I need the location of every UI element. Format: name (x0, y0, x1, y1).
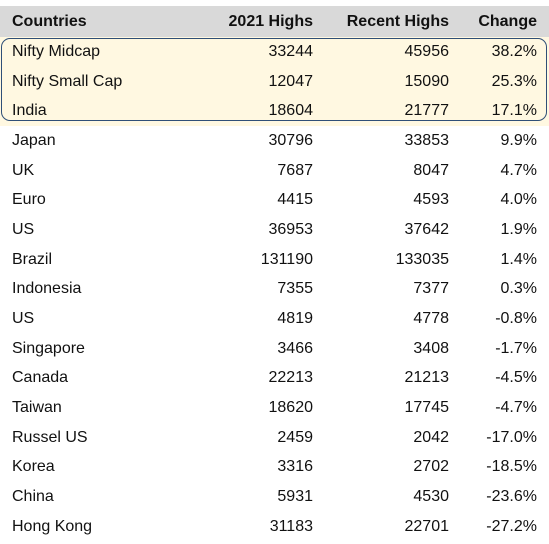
country-cell: China (12, 488, 54, 506)
highs-2021-cell: 4415 (277, 191, 313, 209)
table-row: Nifty Small Cap 12047 15090 25.3% (0, 66, 549, 97)
country-cell: US (12, 310, 35, 328)
recent-highs-cell: 33853 (404, 131, 450, 149)
highs-2021-cell: 2459 (277, 428, 313, 446)
change-cell: -23.6% (486, 488, 537, 506)
recent-highs-cell: 17745 (404, 399, 450, 417)
change-cell: -1.7% (495, 339, 537, 357)
country-cell: Canada (12, 369, 69, 387)
table-row: Indonesia 7355 7377 0.3% (0, 275, 549, 305)
recent-highs-cell: 4778 (413, 310, 449, 328)
recent-highs-cell: 7377 (413, 280, 449, 298)
recent-highs-cell: 2042 (413, 428, 449, 446)
country-cell: Singapore (12, 339, 85, 357)
table-row: Russel US 2459 2042 -17.0% (0, 423, 549, 453)
highs-2021-cell: 18620 (268, 399, 314, 417)
column-header-change: Change (478, 12, 537, 30)
recent-highs-cell: 3408 (413, 339, 449, 357)
recent-highs-cell: 37642 (404, 220, 450, 238)
column-header-recent-highs: Recent Highs (346, 12, 449, 30)
table-row: Japan 30796 33853 9.9% (0, 126, 549, 156)
change-cell: 9.9% (500, 131, 537, 149)
change-cell: 38.2% (491, 42, 537, 60)
country-cell: UK (12, 161, 35, 179)
highs-2021-cell: 3316 (277, 458, 313, 476)
table-row: China 5931 4530 -23.6% (0, 482, 549, 512)
change-cell: -27.2% (486, 517, 537, 535)
table-row: Korea 3316 2702 -18.5% (0, 453, 549, 483)
country-cell: Brazil (12, 250, 53, 268)
table-header-row: Countries 2021 Highs Recent Highs Change (0, 6, 549, 37)
table-row: Nifty Midcap 33244 45956 38.2% (0, 37, 549, 67)
country-cell: US (12, 220, 35, 238)
country-cell: Russel US (12, 428, 88, 446)
country-cell: Nifty Midcap (12, 42, 101, 60)
recent-highs-cell: 15090 (404, 72, 450, 90)
table-row: Euro 4415 4593 4.0% (0, 185, 549, 215)
country-cell: Taiwan (12, 399, 62, 417)
highs-2021-cell: 5931 (277, 488, 313, 506)
highs-2021-cell: 4819 (277, 310, 313, 328)
recent-highs-cell: 21213 (404, 369, 450, 387)
country-cell: Korea (12, 458, 55, 476)
highs-2021-cell: 30796 (268, 131, 314, 149)
recent-highs-cell: 2702 (413, 458, 449, 476)
highs-2021-cell: 18604 (268, 102, 314, 120)
country-cell: Euro (12, 191, 46, 209)
country-cell: Hong Kong (12, 517, 93, 535)
column-header-countries: Countries (12, 12, 87, 30)
change-cell: -4.5% (495, 369, 537, 387)
highs-2021-cell: 12047 (268, 72, 314, 90)
change-cell: 4.0% (500, 191, 537, 209)
table-row: Brazil 131190 133035 1.4% (0, 245, 549, 275)
recent-highs-cell: 4593 (413, 191, 449, 209)
highs-2021-cell: 7687 (277, 161, 313, 179)
recent-highs-cell: 45956 (404, 42, 450, 60)
country-cell: Nifty Small Cap (12, 72, 123, 90)
recent-highs-cell: 22701 (404, 517, 450, 535)
change-cell: 1.4% (500, 250, 537, 268)
table-row: US 36953 37642 1.9% (0, 215, 549, 245)
highs-2021-cell: 131190 (260, 250, 313, 268)
highs-2021-cell: 22213 (268, 369, 314, 387)
recent-highs-cell: 133035 (395, 250, 449, 268)
column-header-2021-highs: 2021 Highs (228, 12, 313, 30)
change-cell: -0.8% (495, 310, 537, 328)
highs-2021-cell: 31183 (269, 517, 313, 535)
recent-highs-cell: 21777 (404, 102, 450, 120)
change-cell: 1.9% (500, 220, 537, 238)
change-cell: -4.7% (495, 399, 537, 417)
country-cell: India (12, 102, 47, 120)
change-cell: -18.5% (486, 458, 537, 476)
change-cell: 0.3% (500, 280, 537, 298)
highs-2021-cell: 36953 (268, 220, 314, 238)
change-cell: 17.1% (491, 102, 537, 120)
highs-2021-cell: 7355 (277, 280, 313, 298)
change-cell: -17.0% (486, 428, 537, 446)
table-body: Nifty Midcap 33244 45956 38.2% Nifty Small C… (0, 37, 549, 542)
table-row: Taiwan 18620 17745 -4.7% (0, 393, 549, 423)
recent-highs-cell: 8047 (413, 161, 449, 179)
recent-highs-cell: 4530 (413, 488, 449, 506)
highs-table: Countries 2021 Highs Recent Highs Change… (0, 6, 549, 542)
table-row: US 4819 4778 -0.8% (0, 304, 549, 334)
table-row: Singapore 3466 3408 -1.7% (0, 334, 549, 364)
change-cell: 25.3% (491, 72, 537, 90)
change-cell: 4.7% (500, 161, 537, 179)
country-cell: Indonesia (12, 280, 82, 298)
country-cell: Japan (12, 131, 56, 149)
highs-2021-cell: 33244 (268, 42, 314, 60)
highs-2021-cell: 3466 (277, 339, 313, 357)
table-row: India 18604 21777 17.1% (0, 96, 549, 127)
table-row: Hong Kong 31183 22701 -27.2% (0, 512, 549, 542)
table-row: UK 7687 8047 4.7% (0, 156, 549, 186)
table-row: Canada 22213 21213 -4.5% (0, 364, 549, 394)
